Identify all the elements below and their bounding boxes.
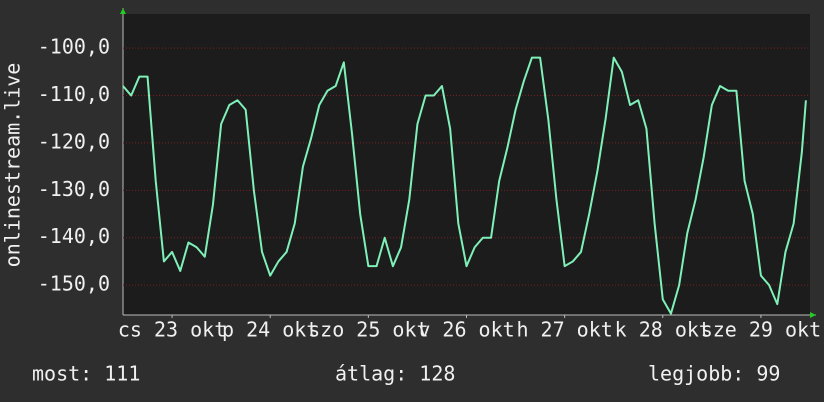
y-tick-label: -140,0 — [38, 224, 110, 248]
x-arrow — [810, 312, 816, 318]
x-tick-label: k 28 okt — [615, 318, 711, 342]
stat-average: átlag: 128 — [335, 362, 455, 386]
y-tick-label: -150,0 — [38, 272, 110, 296]
y-tick-label: -100,0 — [38, 35, 110, 59]
x-tick-label: sze 29 okt — [701, 318, 821, 342]
data-line — [122, 56, 807, 315]
y-axis-label: onlinestream.live — [1, 63, 25, 268]
y-tick-label: -110,0 — [38, 82, 110, 106]
y-tick-label: -120,0 — [38, 129, 110, 153]
stat-best: legjobb: 99 — [648, 362, 780, 386]
y-arrow — [120, 8, 126, 14]
x-tick-label: cs 23 okt — [118, 318, 226, 342]
x-tick-label: h 27 okt — [516, 318, 612, 342]
x-tick-label: p 24 okt — [222, 318, 318, 342]
y-tick-label: -130,0 — [38, 177, 110, 201]
stat-current: most: 111 — [32, 362, 140, 386]
x-tick-label: szo 25 okt — [308, 318, 428, 342]
plot-area — [123, 14, 810, 315]
x-tick-label: v 26 okt — [418, 318, 514, 342]
